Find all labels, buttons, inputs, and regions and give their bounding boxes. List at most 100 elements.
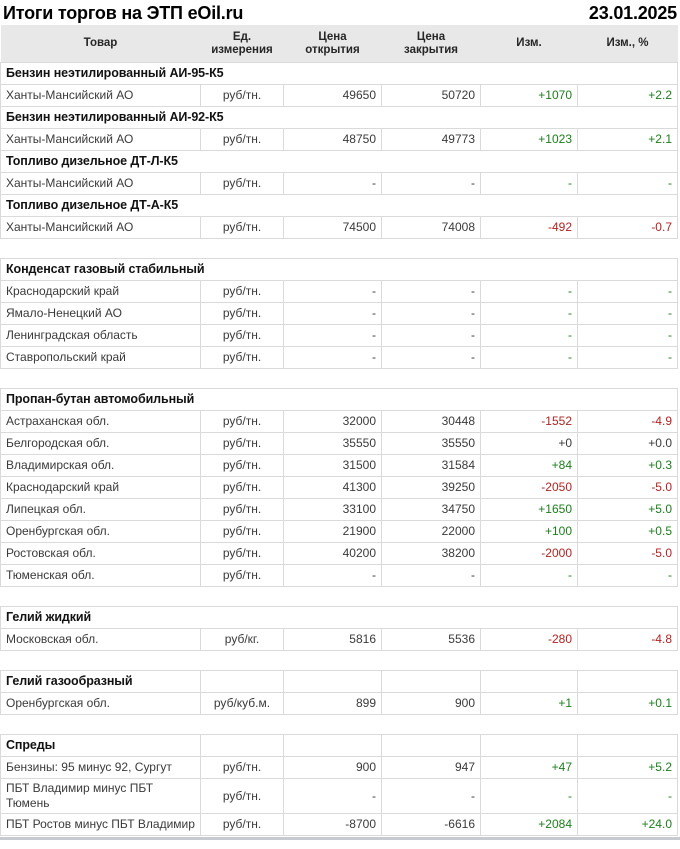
section-header-row: Топливо дизельное ДТ-Л-К5 — [0, 150, 678, 173]
change-cell: - — [480, 346, 578, 369]
section-empty-cell — [381, 734, 481, 757]
change-pct-cell: +24.0 — [577, 813, 678, 836]
section-gap — [0, 714, 678, 735]
change-pct-cell: +0.0 — [577, 432, 678, 455]
open-price-cell: -8700 — [283, 813, 382, 836]
trading-results-table: Товар Ед. измерения Цена открытия Цена закр… — [0, 25, 678, 836]
open-price-cell: 74500 — [283, 216, 382, 239]
section-title: Бензин неэтилированный АИ-92-К5 — [0, 106, 678, 129]
column-header-row: Товар Ед. измерения Цена открытия Цена закр… — [0, 25, 678, 63]
open-price-cell: 31500 — [283, 454, 382, 477]
page-title: Итоги торгов на ЭТП eOil.ru — [3, 3, 244, 23]
table-row: Ставропольский край руб/тн. - - - - — [0, 346, 678, 369]
section-gap-cell — [0, 586, 678, 607]
unit-cell: руб/тн. — [200, 498, 284, 521]
column-header: Изм., % — [577, 25, 678, 63]
change-cell: +100 — [480, 520, 578, 543]
close-price-cell: -6616 — [381, 813, 481, 836]
unit-cell: руб/тн. — [200, 520, 284, 543]
open-price-cell: - — [283, 302, 382, 325]
unit-cell: руб/тн. — [200, 84, 284, 107]
unit-cell: руб/тн. — [200, 324, 284, 347]
change-cell: +1 — [480, 692, 578, 715]
open-price-cell: 33100 — [283, 498, 382, 521]
section-header-row: Спреды — [0, 734, 678, 757]
change-pct-cell: -5.0 — [577, 542, 678, 565]
change-cell: -2050 — [480, 476, 578, 499]
unit-cell: руб/тн. — [200, 302, 284, 325]
table-row: Владимирская обл. руб/тн. 31500 31584 +84 +0.… — [0, 454, 678, 477]
open-price-cell: - — [283, 172, 382, 195]
product-cell: Владимирская обл. — [0, 454, 201, 477]
product-cell: Ставропольский край — [0, 346, 201, 369]
close-price-cell: - — [381, 778, 481, 814]
section-gap-cell — [0, 714, 678, 735]
unit-cell: руб/тн. — [200, 280, 284, 303]
product-cell: Ханты-Мансийский АО — [0, 172, 201, 195]
section-header-row: Гелий газообразный — [0, 670, 678, 693]
product-cell: Тюменская обл. — [0, 564, 201, 587]
product-cell: Белгородская обл. — [0, 432, 201, 455]
open-price-cell: - — [283, 346, 382, 369]
close-price-cell: - — [381, 324, 481, 347]
section-title: Гелий газообразный — [0, 670, 201, 693]
product-cell: Московская обл. — [0, 628, 201, 651]
section-empty-cell — [200, 670, 284, 693]
product-cell: Ямало-Ненецкий АО — [0, 302, 201, 325]
open-price-cell: 899 — [283, 692, 382, 715]
table-row: ПБТ Ростов минус ПБТ Владимир руб/тн. -870… — [0, 813, 678, 836]
change-cell: - — [480, 172, 578, 195]
change-cell: - — [480, 280, 578, 303]
product-cell: Ханты-Мансийский АО — [0, 128, 201, 151]
product-cell: Бензины: 95 минус 92, Сургут — [0, 756, 201, 779]
change-cell: - — [480, 302, 578, 325]
change-cell: +1070 — [480, 84, 578, 107]
change-cell: +47 — [480, 756, 578, 779]
close-price-cell: 39250 — [381, 476, 481, 499]
close-price-cell: 74008 — [381, 216, 481, 239]
close-price-cell: 35550 — [381, 432, 481, 455]
change-cell: -280 — [480, 628, 578, 651]
section-gap — [0, 586, 678, 607]
section-empty-cell — [577, 734, 678, 757]
unit-cell: руб/тн. — [200, 432, 284, 455]
section-title: Бензин неэтилированный АИ-95-К5 — [0, 62, 678, 85]
close-price-cell: 38200 — [381, 542, 481, 565]
unit-cell: руб/тн. — [200, 346, 284, 369]
change-cell: - — [480, 324, 578, 347]
change-cell: +1023 — [480, 128, 578, 151]
unit-cell: руб/тн. — [200, 410, 284, 433]
change-cell: -1552 — [480, 410, 578, 433]
unit-cell: руб/тн. — [200, 778, 284, 814]
product-cell: Ростовская обл. — [0, 542, 201, 565]
open-price-cell: 32000 — [283, 410, 382, 433]
change-cell: - — [480, 564, 578, 587]
column-header: Товар — [0, 25, 201, 63]
change-pct-cell: - — [577, 302, 678, 325]
change-pct-cell: +5.0 — [577, 498, 678, 521]
change-cell: -492 — [480, 216, 578, 239]
table-row: Краснодарский край руб/тн. 41300 39250 -2050… — [0, 476, 678, 499]
product-cell: ПБТ Ростов минус ПБТ Владимир — [0, 813, 201, 836]
section-gap — [0, 238, 678, 259]
change-cell: +84 — [480, 454, 578, 477]
section-header-row: Бензин неэтилированный АИ-92-К5 — [0, 106, 678, 129]
section-header-row: Конденсат газовый стабильный — [0, 258, 678, 281]
table-bottom-edge — [0, 837, 680, 840]
change-pct-cell: - — [577, 324, 678, 347]
change-pct-cell: +0.3 — [577, 454, 678, 477]
table-row: Оренбургская обл. руб/куб.м. 899 900 +1 +0.1 — [0, 692, 678, 715]
unit-cell: руб/тн. — [200, 128, 284, 151]
section-empty-cell — [283, 734, 382, 757]
table-row: Московская обл. руб/кг. 5816 5536 -280 -4.8 — [0, 628, 678, 651]
close-price-cell: 30448 — [381, 410, 481, 433]
section-header-row: Гелий жидкий — [0, 606, 678, 629]
open-price-cell: 35550 — [283, 432, 382, 455]
open-price-cell: 21900 — [283, 520, 382, 543]
table-row: Липецкая обл. руб/тн. 33100 34750 +1650 +5.0 — [0, 498, 678, 521]
section-empty-cell — [480, 670, 578, 693]
change-pct-cell: +0.1 — [577, 692, 678, 715]
open-price-cell: 40200 — [283, 542, 382, 565]
unit-cell: руб/кг. — [200, 628, 284, 651]
table-row: Оренбургская обл. руб/тн. 21900 22000 +100 +0… — [0, 520, 678, 543]
